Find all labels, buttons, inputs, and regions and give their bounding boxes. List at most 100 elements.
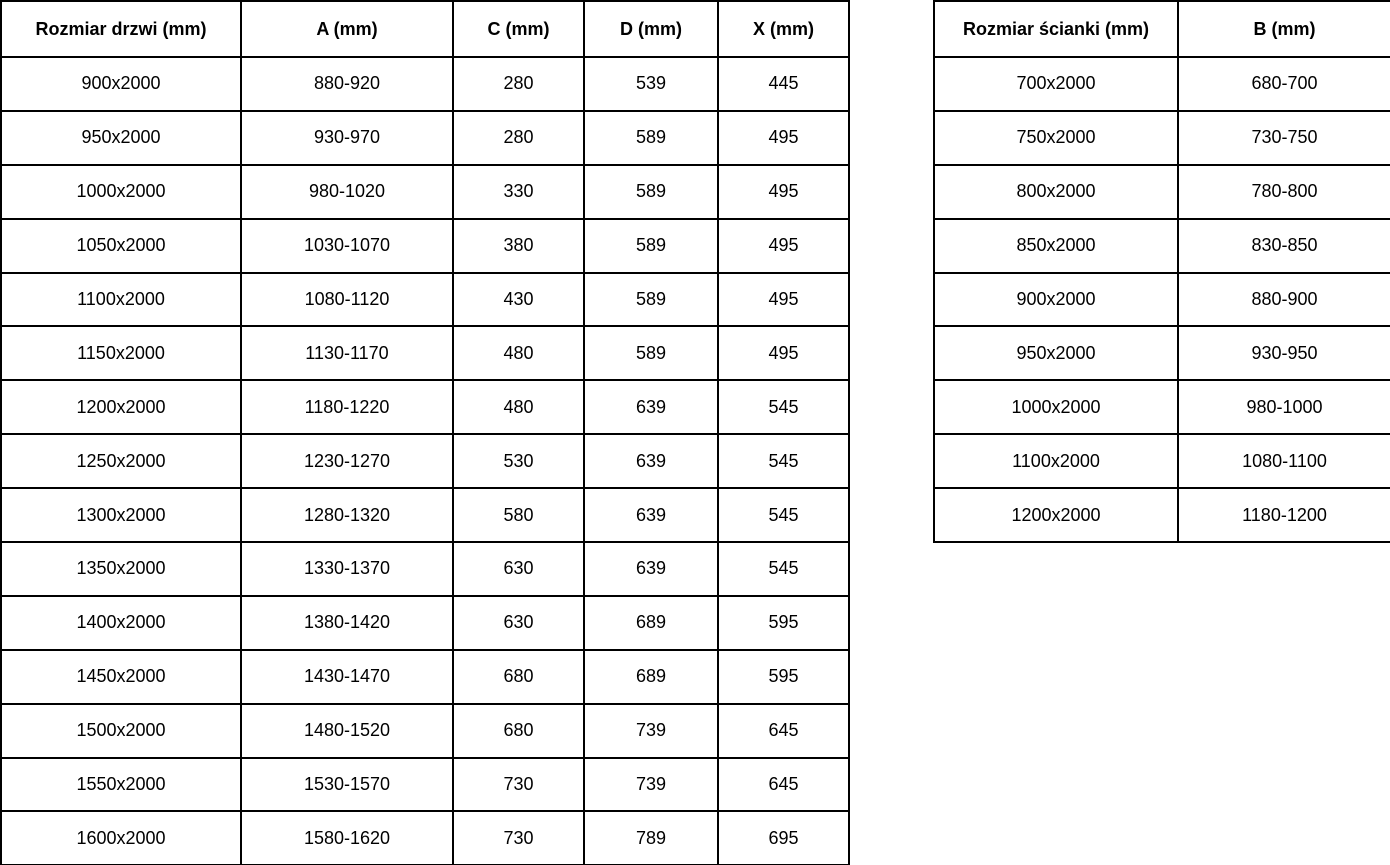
table-cell: 1180-1200: [1177, 487, 1390, 544]
table-cell: 1000x2000: [0, 163, 242, 220]
table-cell: 1100x2000: [0, 271, 242, 328]
table-cell: 645: [717, 756, 850, 813]
table-cell: 950x2000: [0, 109, 242, 166]
table-cell: 1300x2000: [0, 487, 242, 544]
table-cell: 1580-1620: [240, 810, 454, 865]
table-row: 1400x2000 1380-1420 630 689 595: [0, 594, 850, 651]
table-cell: 1200x2000: [0, 379, 242, 436]
table-row: 750x2000 730-750: [933, 109, 1390, 166]
table-cell: 1150x2000: [0, 325, 242, 382]
table-cell: 1050x2000: [0, 217, 242, 274]
table-row: 700x2000 680-700: [933, 56, 1390, 112]
table-row: 1600x2000 1580-1620 730 789 695: [0, 810, 850, 865]
table-cell: 545: [717, 433, 850, 490]
table-cell: 700x2000: [933, 56, 1179, 112]
table-cell: 639: [583, 433, 719, 490]
table-cell: 680-700: [1177, 56, 1390, 112]
table-cell: 630: [452, 541, 585, 597]
table-cell: 589: [583, 271, 719, 328]
table-cell: 495: [717, 271, 850, 328]
table-cell: 900x2000: [933, 271, 1179, 328]
table-cell: 545: [717, 541, 850, 597]
table-cell: 589: [583, 163, 719, 220]
table-cell: 539: [583, 56, 719, 112]
table-cell: 495: [717, 109, 850, 166]
table-cell: 789: [583, 810, 719, 865]
table-cell: 1500x2000: [0, 702, 242, 759]
table-header-row: Rozmiar drzwi (mm) A (mm) C (mm) D (mm) X (m…: [0, 0, 850, 58]
table-row: 1150x2000 1130-1170 480 589 495: [0, 325, 850, 382]
table-cell: 880-920: [240, 56, 454, 112]
table-row: 850x2000 830-850: [933, 217, 1390, 274]
table-row: 1000x2000 980-1000: [933, 379, 1390, 436]
column-header: Rozmiar ścianki (mm): [933, 0, 1179, 58]
table-row: 950x2000 930-950: [933, 325, 1390, 382]
column-header: Rozmiar drzwi (mm): [0, 0, 242, 58]
table-cell: 750x2000: [933, 109, 1179, 166]
table-cell: 330: [452, 163, 585, 220]
table-cell: 480: [452, 379, 585, 436]
table-cell: 1230-1270: [240, 433, 454, 490]
table-header-row: Rozmiar ścianki (mm) B (mm): [933, 0, 1390, 58]
table-cell: 830-850: [1177, 217, 1390, 274]
table-cell: 930-970: [240, 109, 454, 166]
table-cell: 480: [452, 325, 585, 382]
column-header: A (mm): [240, 0, 454, 58]
table-cell: 930-950: [1177, 325, 1390, 382]
table-row: 1550x2000 1530-1570 730 739 645: [0, 756, 850, 813]
table-row: 900x2000 880-920 280 539 445: [0, 56, 850, 112]
table-cell: 1030-1070: [240, 217, 454, 274]
table-row: 1450x2000 1430-1470 680 689 595: [0, 648, 850, 705]
table-cell: 380: [452, 217, 585, 274]
table-cell: 1130-1170: [240, 325, 454, 382]
column-header: C (mm): [452, 0, 585, 58]
table-cell: 530: [452, 433, 585, 490]
column-header: B (mm): [1177, 0, 1390, 58]
table-cell: 445: [717, 56, 850, 112]
table-cell: 630: [452, 594, 585, 651]
table-row: 1350x2000 1330-1370 630 639 545: [0, 541, 850, 597]
table-cell: 1450x2000: [0, 648, 242, 705]
table-row: 1200x2000 1180-1200: [933, 487, 1390, 544]
table-cell: 739: [583, 702, 719, 759]
column-header: D (mm): [583, 0, 719, 58]
table-cell: 589: [583, 109, 719, 166]
table-cell: 900x2000: [0, 56, 242, 112]
table-row: 800x2000 780-800: [933, 163, 1390, 220]
table-cell: 1380-1420: [240, 594, 454, 651]
table-cell: 580: [452, 487, 585, 544]
table-cell: 1330-1370: [240, 541, 454, 597]
table-cell: 880-900: [1177, 271, 1390, 328]
table-cell: 730-750: [1177, 109, 1390, 166]
table-cell: 1080-1100: [1177, 433, 1390, 490]
table-cell: 680: [452, 702, 585, 759]
table-cell: 595: [717, 594, 850, 651]
table-cell: 680: [452, 648, 585, 705]
table-cell: 1480-1520: [240, 702, 454, 759]
table-row: 1100x2000 1080-1120 430 589 495: [0, 271, 850, 328]
table-row: 950x2000 930-970 280 589 495: [0, 109, 850, 166]
table-cell: 495: [717, 163, 850, 220]
table-cell: 595: [717, 648, 850, 705]
table-cell: 780-800: [1177, 163, 1390, 220]
table-cell: 1200x2000: [933, 487, 1179, 544]
table-cell: 950x2000: [933, 325, 1179, 382]
door-sizes-table: Rozmiar drzwi (mm) A (mm) C (mm) D (mm) X (m…: [0, 0, 850, 865]
table-cell: 1180-1220: [240, 379, 454, 436]
table-cell: 1000x2000: [933, 379, 1179, 436]
table-row: 1300x2000 1280-1320 580 639 545: [0, 487, 850, 544]
table-row: 1100x2000 1080-1100: [933, 433, 1390, 490]
table-cell: 639: [583, 487, 719, 544]
table-cell: 730: [452, 756, 585, 813]
table-cell: 589: [583, 325, 719, 382]
table-cell: 430: [452, 271, 585, 328]
table-cell: 495: [717, 217, 850, 274]
table-cell: 1080-1120: [240, 271, 454, 328]
table-cell: 1600x2000: [0, 810, 242, 865]
table-cell: 639: [583, 541, 719, 597]
table-row: 1250x2000 1230-1270 530 639 545: [0, 433, 850, 490]
table-cell: 1430-1470: [240, 648, 454, 705]
table-cell: 730: [452, 810, 585, 865]
table-cell: 980-1020: [240, 163, 454, 220]
table-cell: 1350x2000: [0, 541, 242, 597]
